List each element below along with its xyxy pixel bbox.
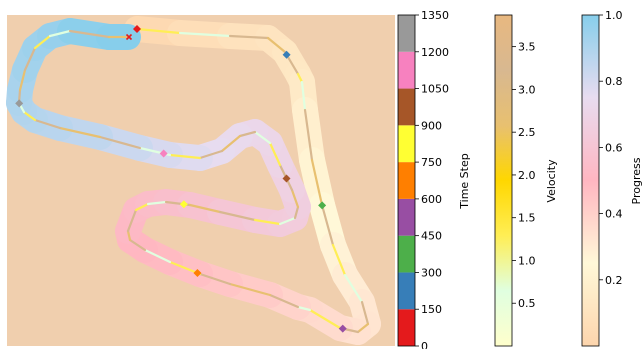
marker-time-step-150 <box>282 50 291 59</box>
trajectory-segment <box>18 68 27 92</box>
colorbar-tick-label: 0.8 <box>605 75 623 88</box>
colorbar-tick-label: 2.0 <box>518 169 536 182</box>
colorbar-velocity-bar <box>494 14 513 347</box>
colorbar-velocity-ticks: 0.5 1.0 1.5 2.0 2.5 3.0 3.5 <box>512 41 536 310</box>
trajectory-segment <box>143 248 172 264</box>
trajectory-segment <box>135 27 182 35</box>
trajectory-segment <box>360 300 370 326</box>
marker-time-step-750 <box>179 200 188 209</box>
trajectory-segment <box>228 282 272 297</box>
trajectory-segment <box>126 229 132 242</box>
colorbar-segment <box>398 88 415 126</box>
colorbar-tick-label: 2.5 <box>518 126 536 139</box>
trajectory-segment <box>48 29 72 38</box>
trajectory-segment <box>128 238 147 252</box>
trajectory-segment <box>331 243 347 277</box>
trajectory-segment <box>278 216 297 226</box>
colorbar-label-time-step: Time Step <box>458 153 471 209</box>
colorbar-segment <box>398 235 415 273</box>
trajectory-segment <box>293 205 300 220</box>
colorbar-tick-label: 450 <box>421 230 442 243</box>
trajectory-segment <box>356 322 370 334</box>
colorbar-tick-label: 1.5 <box>518 212 536 225</box>
trajectory-segment <box>268 141 282 167</box>
colorbar-tick-label: 150 <box>421 303 442 316</box>
marker-time-step-450 <box>338 324 347 333</box>
colorbar-label-progress: Progress <box>630 157 642 204</box>
colorbar-segment <box>398 309 415 346</box>
trajectory-segment <box>308 308 342 330</box>
trajectory-segment <box>296 72 304 84</box>
trajectory-segment <box>22 110 37 122</box>
trajectory-segment <box>220 134 242 153</box>
colorbar-tick-label: 600 <box>421 193 442 206</box>
trajectory-segment <box>238 130 257 138</box>
colorbar-tick-label: 300 <box>421 266 442 279</box>
time-step-markers <box>15 25 347 333</box>
colorbar-label-velocity: Velocity <box>545 159 558 203</box>
trajectory-segment <box>296 305 312 312</box>
trajectory-segment <box>300 80 307 112</box>
trajectory-segment <box>126 208 138 233</box>
colorbar-segment <box>398 272 415 310</box>
colorbar-segment <box>398 15 415 52</box>
marker-time-step-300 <box>318 201 327 210</box>
trajectory-segment <box>228 34 270 40</box>
marker-time-step-900 <box>282 174 291 183</box>
colorbar-tick-label: 1.0 <box>605 9 623 22</box>
trajectory-segment <box>268 293 300 309</box>
trajectory-segment <box>33 118 62 130</box>
colorbar-time-step: 0 150 300 450 600 750 900 1050 1200 1350 <box>397 9 449 349</box>
marker-time-step-0 <box>133 25 141 33</box>
colorbar-tick-label: 1.0 <box>518 254 536 267</box>
trajectory-segment <box>198 149 224 160</box>
plot-background <box>7 15 395 346</box>
colorbar-tick-label: 0.2 <box>605 274 623 287</box>
end-marker <box>125 33 133 41</box>
colorbar-progress-ticks: 0.2 0.4 0.6 0.8 1.0 <box>599 9 623 287</box>
colorbar-progress-bar <box>581 14 600 347</box>
trajectory-segment <box>303 108 314 162</box>
trajectory-segment <box>58 126 102 139</box>
trajectory-segment <box>290 188 300 209</box>
colorbar-tick-label: 3.5 <box>518 41 536 54</box>
trajectory-segment <box>253 130 272 145</box>
colorbar-tick-label: 1050 <box>421 83 449 96</box>
colorbar-tick-label: 0.6 <box>605 141 623 154</box>
trajectory-segment <box>320 203 335 247</box>
trajectory-segment <box>23 46 37 72</box>
colorbar-tick-label: 0.4 <box>605 208 623 221</box>
trajectory-segment <box>198 272 232 286</box>
trajectory-segment <box>68 29 111 39</box>
colorbar-tick-label: 1200 <box>421 46 449 59</box>
marker-time-step-1200 <box>15 99 24 108</box>
colorbar-tick-label: 0.5 <box>518 297 536 310</box>
marker-time-step-1050 <box>159 149 168 158</box>
colorbar-tick-label: 750 <box>421 156 442 169</box>
colorbar-tick-label: 0 <box>421 340 428 349</box>
trajectory-line <box>17 27 370 334</box>
colorbar-tick-label: 900 <box>421 119 442 132</box>
trajectory-segment <box>188 203 222 214</box>
trajectory-segment <box>253 218 282 226</box>
trajectory-segment <box>33 34 52 50</box>
colorbar-segment <box>398 125 415 163</box>
marker-time-step-600 <box>193 268 202 277</box>
colorbar-segment <box>398 198 415 236</box>
trajectory-segment <box>343 273 364 304</box>
trajectory-segment <box>134 202 150 212</box>
trajectory-segment <box>178 31 232 38</box>
colorbar-segment <box>398 51 415 89</box>
trajectory-segment <box>98 135 142 150</box>
colorbar-segment <box>398 162 415 199</box>
trajectory-segment <box>146 200 168 206</box>
trajectory-segment <box>168 153 202 160</box>
trajectory-segment <box>310 158 324 207</box>
colorbar-tick-label: 1350 <box>421 9 449 22</box>
trajectory-segment <box>218 210 257 222</box>
trajectory-segment <box>266 36 287 54</box>
colorbar-tick-label: 3.0 <box>518 83 536 96</box>
